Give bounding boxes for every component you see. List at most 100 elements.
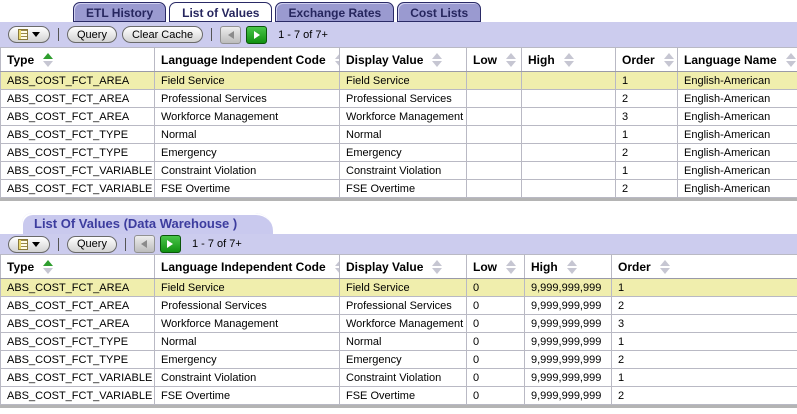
table-cell: 1	[611, 332, 797, 351]
table-cell: Professional Services	[339, 89, 467, 108]
table-cell: FSE Overtime	[154, 179, 340, 198]
toolbar-divider	[58, 28, 59, 41]
warehouse-section-title: List Of Values (Data Warehouse )	[22, 213, 274, 234]
sort-icon[interactable]	[663, 52, 674, 67]
table-cell: Field Service	[154, 71, 340, 90]
table-cell: English-American	[677, 71, 797, 90]
sort-icon[interactable]	[506, 52, 516, 67]
header-row: Type Language Independent Code Display Val…	[0, 47, 797, 72]
sort-icon[interactable]	[785, 52, 796, 67]
column-header-language-independent-code[interactable]: Language Independent Code	[154, 47, 340, 72]
grid-menu-button[interactable]	[8, 26, 50, 43]
sort-up-arrow-icon	[566, 259, 577, 266]
table-cell: FSE Overtime	[154, 386, 340, 405]
table-cell: English-American	[677, 143, 797, 162]
table-cell: ABS_COST_FCT_VARIABLE	[0, 386, 155, 405]
table-cell: Emergency	[339, 143, 467, 162]
column-header-order[interactable]: Order	[611, 254, 797, 279]
column-header-low[interactable]: Low	[466, 254, 525, 279]
sort-icon[interactable]	[506, 259, 516, 274]
sort-icon[interactable]	[334, 259, 339, 274]
previous-page-button[interactable]	[220, 25, 242, 44]
table-cell: 3	[615, 107, 678, 126]
table-cell: 9,999,999,999	[524, 278, 612, 297]
column-header-high[interactable]: High	[524, 254, 612, 279]
next-page-button[interactable]	[159, 235, 181, 253]
column-header-high[interactable]: High	[521, 47, 616, 72]
table-cell: FSE Overtime	[339, 386, 467, 405]
table-cell	[466, 89, 522, 108]
column-header-type[interactable]: Type	[0, 47, 155, 72]
sort-icon[interactable]	[432, 52, 443, 67]
table-cell: Workforce Management	[154, 107, 340, 126]
sort-down-arrow-icon	[506, 60, 516, 67]
tab-etl-history[interactable]: ETL History	[73, 2, 167, 22]
sort-up-arrow-icon	[43, 52, 54, 59]
header-row: Type Language Independent Code Display Val…	[0, 254, 797, 279]
table-cell: ABS_COST_FCT_AREA	[0, 278, 155, 297]
sort-ascending-icon[interactable]	[43, 52, 54, 67]
table-cell: ABS_COST_FCT_TYPE	[0, 350, 155, 369]
table-cell: 9,999,999,999	[524, 368, 612, 387]
column-label: High	[531, 259, 558, 274]
grid-menu-button[interactable]	[8, 235, 50, 253]
table-cell	[521, 107, 616, 126]
sort-icon[interactable]	[563, 52, 574, 67]
table-cell: Normal	[154, 125, 340, 144]
table-cell: 0	[466, 278, 525, 297]
table-cell	[521, 143, 616, 162]
column-header-language-independent-code[interactable]: Language Independent Code	[154, 254, 340, 279]
sort-icon[interactable]	[659, 259, 670, 274]
column-header-low[interactable]: Low	[466, 47, 522, 72]
sort-up-arrow-icon	[432, 259, 443, 266]
table-row: ABS_COST_FCT_AREA Professional Services Pr…	[0, 296, 797, 315]
table-cell: English-American	[677, 125, 797, 144]
arrow-left-icon	[227, 30, 234, 39]
column-header-order[interactable]: Order	[615, 47, 678, 72]
table-cell: Emergency	[154, 350, 340, 369]
sort-up-arrow-icon	[334, 259, 339, 266]
next-page-button[interactable]	[246, 25, 268, 44]
clear-cache-button[interactable]: Clear Cache	[121, 26, 204, 43]
column-header-language-name[interactable]: Language Name	[677, 47, 797, 72]
sort-down-arrow-icon	[43, 60, 54, 67]
table-cell: ABS_COST_FCT_AREA	[0, 107, 155, 126]
sort-down-arrow-icon	[659, 267, 670, 274]
tab-list-of-values[interactable]: List of Values	[169, 2, 273, 22]
sort-ascending-icon[interactable]	[43, 259, 54, 274]
table-cell: 0	[466, 314, 525, 333]
query-button[interactable]: Query	[67, 235, 117, 253]
table-cell: Field Service	[154, 278, 340, 297]
sort-up-arrow-icon	[663, 52, 674, 59]
table-cell: ABS_COST_FCT_TYPE	[0, 143, 155, 162]
table-cell: ABS_COST_FCT_TYPE	[0, 332, 155, 351]
sort-icon[interactable]	[566, 259, 577, 274]
previous-page-button[interactable]	[133, 235, 155, 253]
column-header-display-value[interactable]: Display Value	[339, 47, 467, 72]
column-header-type[interactable]: Type	[0, 254, 155, 279]
tab-bar: ETL History List of Values Exchange Rates C…	[0, 0, 797, 22]
sort-icon[interactable]	[432, 259, 443, 274]
table-cell: 2	[611, 350, 797, 369]
column-label: Low	[473, 259, 497, 274]
chevron-down-icon	[32, 32, 40, 37]
sort-up-arrow-icon	[334, 52, 339, 59]
warehouse-grid: Type Language Independent Code Display Val…	[0, 254, 797, 405]
tab-cost-lists[interactable]: Cost Lists	[397, 2, 482, 22]
table-cell: Field Service	[339, 278, 467, 297]
table-cell: 3	[611, 314, 797, 333]
arrow-right-icon	[167, 240, 174, 248]
table-cell	[466, 125, 522, 144]
sort-up-arrow-icon	[432, 52, 443, 59]
table-cell: Emergency	[154, 143, 340, 162]
table-cell: English-American	[677, 179, 797, 198]
tab-exchange-rates[interactable]: Exchange Rates	[275, 2, 395, 22]
table-cell: Workforce Management	[339, 314, 467, 333]
column-header-display-value[interactable]: Display Value	[339, 254, 467, 279]
grid-warehouse-wrapper: Type Language Independent Code Display Val…	[0, 254, 797, 408]
table-cell	[466, 179, 522, 198]
table-cell: English-American	[677, 161, 797, 180]
query-button[interactable]: Query	[67, 26, 117, 43]
table-cell: English-American	[677, 89, 797, 108]
sort-icon[interactable]	[334, 52, 339, 67]
